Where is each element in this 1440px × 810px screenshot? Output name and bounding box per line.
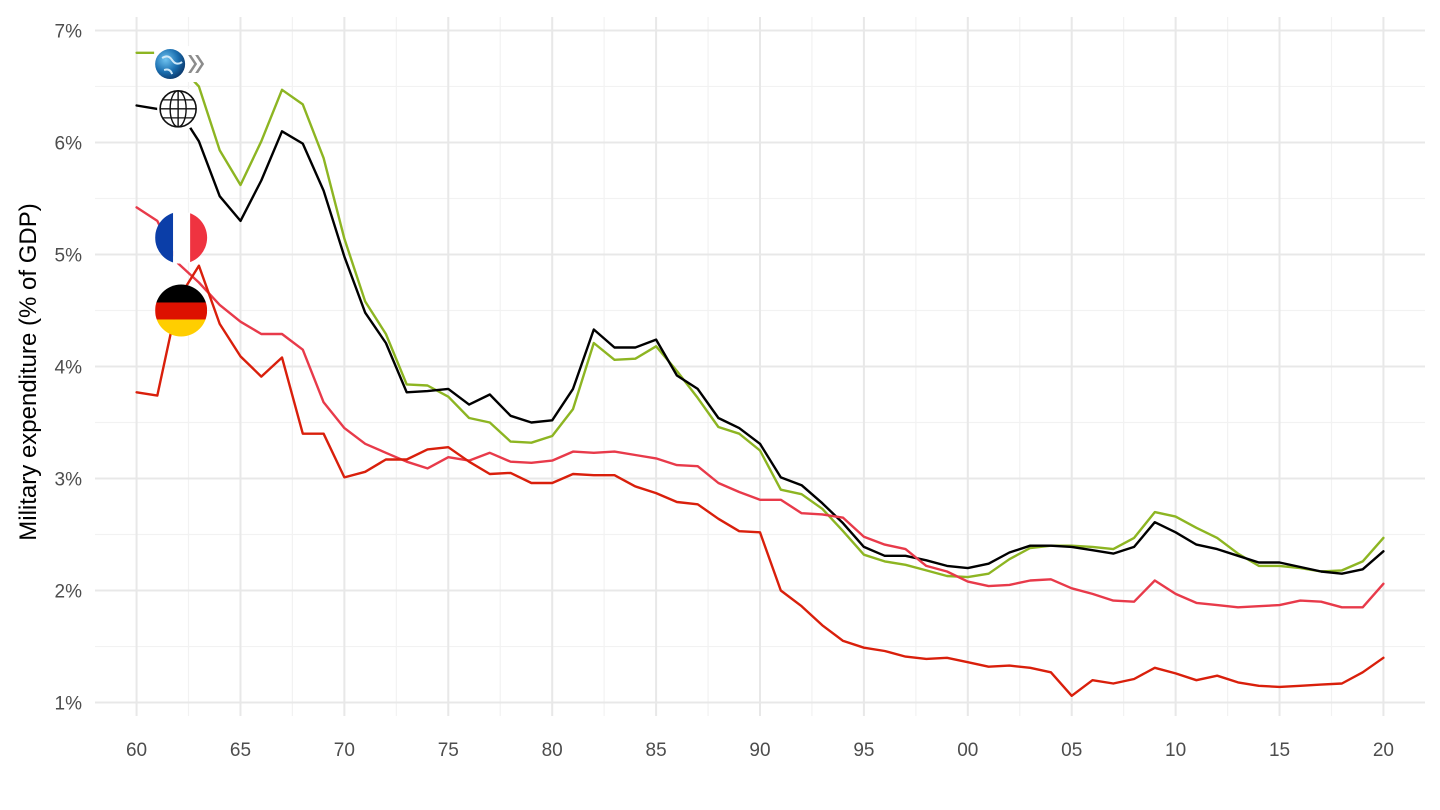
series-line-germany-flag bbox=[135, 264, 1385, 697]
x-tick-label: 05 bbox=[1061, 740, 1082, 761]
germany-flag-icon bbox=[155, 284, 208, 337]
y-tick-label: 6% bbox=[55, 133, 83, 154]
x-tick-label: 15 bbox=[1269, 740, 1290, 761]
y-axis-label: Military expenditure (% of GDP) bbox=[15, 203, 42, 540]
x-tick-label: 95 bbox=[853, 740, 874, 761]
series-lines bbox=[135, 51, 1385, 697]
series-icons bbox=[154, 46, 208, 337]
series-line-oecd-logo bbox=[135, 51, 1385, 579]
x-tick-label: 65 bbox=[230, 740, 251, 761]
x-tick-label: 70 bbox=[334, 740, 355, 761]
y-axis-tick-labels: 1% 2% 3% 4% 5% 6% 7% bbox=[55, 21, 83, 714]
x-tick-label: 80 bbox=[542, 740, 563, 761]
x-tick-label: 10 bbox=[1165, 740, 1186, 761]
y-tick-label: 4% bbox=[55, 358, 83, 379]
y-tick-label: 7% bbox=[55, 21, 83, 42]
globe-icon bbox=[157, 86, 202, 131]
x-axis-tick-labels: 60 65 70 75 80 85 90 95 00 05 10 15 20 bbox=[126, 740, 1394, 761]
x-tick-label: 75 bbox=[438, 740, 459, 761]
oecd-logo-icon bbox=[154, 46, 207, 83]
y-tick-label: 1% bbox=[55, 694, 83, 715]
major-gridlines bbox=[95, 17, 1425, 716]
x-tick-label: 85 bbox=[646, 740, 667, 761]
series-line-globe bbox=[135, 104, 1385, 575]
x-tick-label: 00 bbox=[957, 740, 978, 761]
y-tick-label: 3% bbox=[55, 470, 83, 491]
y-tick-label: 5% bbox=[55, 245, 83, 266]
y-tick-label: 2% bbox=[55, 582, 83, 603]
x-tick-label: 20 bbox=[1373, 740, 1394, 761]
france-flag-icon bbox=[155, 211, 208, 264]
x-tick-label: 90 bbox=[749, 740, 770, 761]
series-line-france-flag bbox=[135, 206, 1385, 609]
x-tick-label: 60 bbox=[126, 740, 147, 761]
